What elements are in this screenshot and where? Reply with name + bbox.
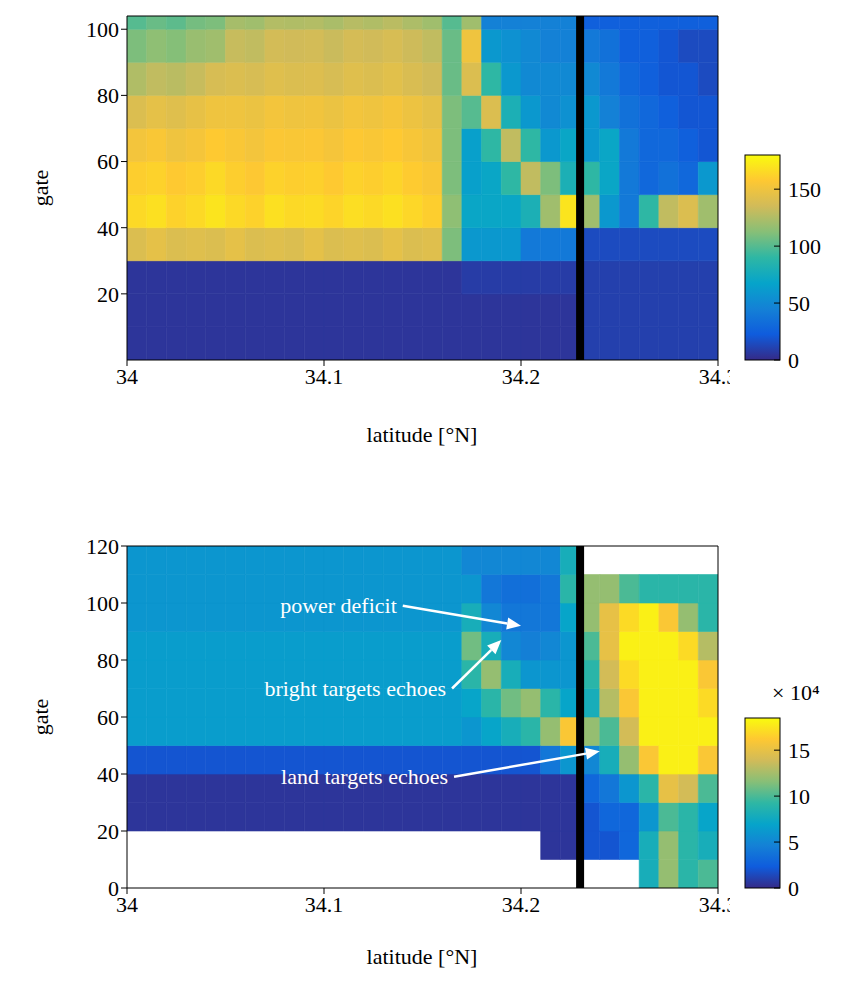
svg-text:latitude [°N]: latitude [°N]: [367, 944, 478, 969]
svg-text:40: 40: [97, 762, 119, 787]
svg-text:100: 100: [86, 591, 119, 616]
svg-text:150: 150: [788, 177, 821, 202]
svg-text:gate: gate: [28, 170, 53, 207]
svg-text:15: 15: [788, 738, 810, 763]
svg-text:60: 60: [97, 705, 119, 730]
svg-text:80: 80: [97, 83, 119, 108]
svg-text:120: 120: [86, 534, 119, 559]
svg-text:34: 34: [116, 892, 138, 917]
svg-text:100: 100: [788, 234, 821, 259]
svg-text:bright targets echoes: bright targets echoes: [264, 676, 446, 701]
svg-text:0: 0: [788, 876, 799, 901]
svg-text:gate: gate: [28, 699, 53, 736]
svg-text:power deficit: power deficit: [280, 593, 397, 618]
svg-text:34.2: 34.2: [502, 364, 541, 389]
svg-text:latitude [°N]: latitude [°N]: [367, 422, 478, 447]
svg-text:34: 34: [116, 364, 138, 389]
svg-text:50: 50: [788, 291, 810, 316]
svg-text:20: 20: [97, 819, 119, 844]
svg-text:34.1: 34.1: [305, 892, 344, 917]
svg-text:40: 40: [97, 216, 119, 241]
svg-text:10: 10: [788, 784, 810, 809]
svg-text:34.1: 34.1: [305, 364, 344, 389]
svg-text:0: 0: [108, 876, 119, 901]
svg-text:80: 80: [97, 648, 119, 673]
svg-text:34.3: 34.3: [699, 892, 730, 917]
svg-text:0: 0: [788, 348, 799, 373]
svg-text:× 10⁴: × 10⁴: [772, 680, 820, 705]
svg-text:60: 60: [97, 149, 119, 174]
svg-text:34.3: 34.3: [699, 364, 730, 389]
svg-text:5: 5: [788, 830, 799, 855]
svg-text:100: 100: [86, 17, 119, 42]
svg-text:20: 20: [97, 282, 119, 307]
svg-text:34.2: 34.2: [502, 892, 541, 917]
svg-text:land targets echoes: land targets echoes: [281, 764, 448, 789]
